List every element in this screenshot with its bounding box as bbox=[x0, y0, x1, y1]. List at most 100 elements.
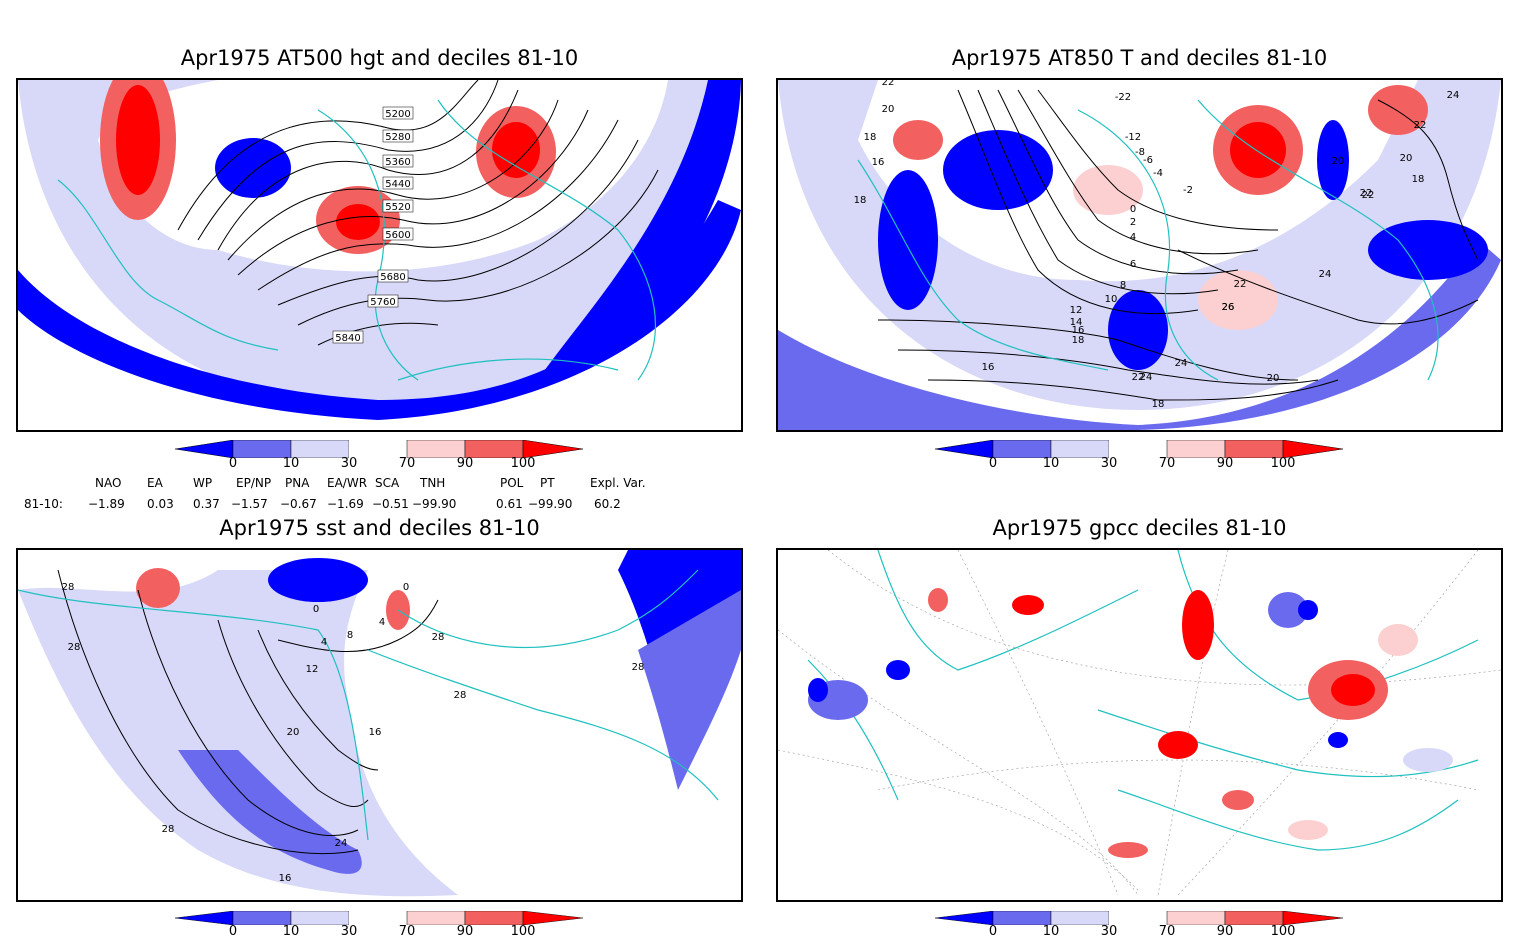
colorbar-swatches bbox=[934, 439, 1344, 459]
index-name: PT bbox=[540, 476, 555, 490]
contour-label: -6 bbox=[1143, 155, 1153, 166]
contour-label: 24 bbox=[1140, 372, 1153, 383]
index-value: −1.57 bbox=[231, 497, 268, 511]
cbar-tick: 100 bbox=[510, 456, 536, 471]
contour-label: 12 bbox=[1070, 305, 1083, 316]
contour-label: 5200 bbox=[385, 109, 410, 120]
cbar-tick: 30 bbox=[1100, 924, 1118, 939]
contour-label: 4 bbox=[379, 617, 385, 628]
map-sst-deciles: 28 28 0 4 8 12 4 0 16 20 24 28 28 16 28 … bbox=[16, 548, 743, 902]
index-value: 60.2 bbox=[594, 497, 621, 511]
index-name: NAO bbox=[95, 476, 122, 490]
index-name: EA bbox=[147, 476, 163, 490]
panel-title-sst: Apr1975 sst and deciles 81-10 bbox=[219, 516, 540, 540]
map-sst-svg: 28 28 0 4 8 12 4 0 16 20 24 28 28 16 28 … bbox=[18, 550, 741, 897]
cbar-tick: 30 bbox=[340, 924, 358, 939]
contour-label: 5760 bbox=[370, 297, 395, 308]
index-value: 0.61 bbox=[496, 497, 523, 511]
contour-label: 18 bbox=[864, 132, 877, 143]
contour-label: 0 bbox=[1130, 204, 1136, 215]
index-row-label: 81-10: bbox=[24, 497, 63, 511]
map-t850-deciles: 22 20 18 16 18 -22 -12 -8 -6 -4 -2 0 2 4… bbox=[776, 78, 1503, 432]
contour-label: -4 bbox=[1153, 168, 1163, 179]
contour-label: 24 bbox=[1447, 90, 1460, 101]
index-name: SCA bbox=[375, 476, 400, 490]
cbar-tick: 70 bbox=[398, 924, 416, 939]
colorbar-swatches bbox=[174, 910, 584, 926]
contour-label: 20 bbox=[1332, 156, 1345, 167]
cbar-tick: 30 bbox=[340, 456, 358, 471]
contour-label: 18 bbox=[854, 195, 867, 206]
contour-label: 4 bbox=[321, 637, 327, 648]
contour-label: 5520 bbox=[385, 202, 410, 213]
contour-label: 26 bbox=[1222, 302, 1235, 313]
contour-label: 24 bbox=[1175, 358, 1188, 369]
contour-label: 8 bbox=[347, 630, 353, 641]
contour-label: 22 bbox=[1414, 120, 1427, 131]
index-name: EP/NP bbox=[236, 476, 272, 490]
contour-label: 8 bbox=[1120, 280, 1126, 291]
contour-label: 22 bbox=[1360, 188, 1373, 199]
contour-label: 24 bbox=[1319, 269, 1332, 280]
contour-label: -22 bbox=[1115, 92, 1131, 103]
index-name: POL bbox=[500, 476, 524, 490]
contour-label: 14 bbox=[1070, 317, 1083, 328]
contour-label: 0 bbox=[313, 604, 319, 615]
cbar-tick: 100 bbox=[1270, 456, 1296, 471]
cbar-tick: 10 bbox=[1042, 456, 1060, 471]
index-name: Expl. Var. bbox=[590, 476, 646, 490]
index-value: −1.89 bbox=[88, 497, 125, 511]
map-gpcc-deciles bbox=[776, 548, 1503, 902]
index-value: 0.37 bbox=[193, 497, 220, 511]
cbar-tick: 90 bbox=[1216, 456, 1234, 471]
contour-label: 10 bbox=[1105, 294, 1118, 305]
cbar-tick: 100 bbox=[510, 924, 536, 939]
cbar-tick: 70 bbox=[1158, 456, 1176, 471]
colorbar-swatches bbox=[174, 439, 584, 459]
cbar-tick: 90 bbox=[1216, 924, 1234, 939]
contour-label: 22 bbox=[882, 80, 895, 88]
contour-label: 24 bbox=[335, 838, 348, 849]
contour-label: 16 bbox=[872, 157, 885, 168]
contour-label: 20 bbox=[882, 104, 895, 115]
panel-title-gpcc: Apr1975 gpcc deciles 81-10 bbox=[992, 516, 1287, 540]
contour-label: 22 bbox=[1132, 372, 1145, 383]
contour-label: 22 bbox=[1362, 190, 1375, 201]
index-value: −0.67 bbox=[280, 497, 317, 511]
contour-label: 26 bbox=[1222, 302, 1235, 313]
contour-label: 18 bbox=[1072, 335, 1085, 346]
index-name: PNA bbox=[285, 476, 310, 490]
index-value: 0.03 bbox=[147, 497, 174, 511]
map-t850-svg: 22 20 18 16 18 -22 -12 -8 -6 -4 -2 0 2 4… bbox=[778, 80, 1501, 430]
colorbar-top-left: 0 10 30 70 90 100 bbox=[174, 439, 585, 476]
cbar-tick: 0 bbox=[228, 456, 238, 471]
contour-label: 5440 bbox=[385, 179, 410, 190]
map-hgt-deciles: 5200 5280 5360 5440 5520 5600 5680 5760 … bbox=[16, 78, 743, 432]
panel-title-hgt: Apr1975 AT500 hgt and deciles 81-10 bbox=[180, 46, 579, 70]
index-value: −99.90 bbox=[528, 497, 573, 511]
map-hgt-svg: 5200 5280 5360 5440 5520 5600 5680 5760 … bbox=[18, 80, 741, 420]
contour-label: 20 bbox=[287, 727, 300, 738]
index-name: EA/WR bbox=[327, 476, 368, 490]
panel-title-t850: Apr1975 AT850 T and deciles 81-10 bbox=[951, 46, 1328, 70]
colorbar-swatches bbox=[934, 910, 1344, 926]
contour-label: -8 bbox=[1135, 147, 1145, 158]
index-value: −99.90 bbox=[412, 497, 457, 511]
contour-label: 16 bbox=[369, 727, 382, 738]
contour-label: 28 bbox=[68, 642, 81, 653]
contour-label: 5600 bbox=[385, 230, 410, 241]
cbar-tick: 0 bbox=[988, 924, 998, 939]
contour-label: -2 bbox=[1183, 185, 1193, 196]
map-gpcc-svg bbox=[778, 550, 1501, 900]
index-name: TNH bbox=[420, 476, 446, 490]
contour-label: 18 bbox=[1152, 399, 1165, 410]
contour-label: 28 bbox=[62, 582, 75, 593]
cbar-tick: 90 bbox=[456, 456, 474, 471]
contour-label: -12 bbox=[1125, 132, 1141, 143]
contour-label: 0 bbox=[403, 582, 409, 593]
contour-label: 5680 bbox=[380, 272, 405, 283]
contour-label: 4 bbox=[1130, 232, 1136, 243]
contour-label: 2 bbox=[1130, 217, 1136, 228]
colorbar-top-right: 0 10 30 70 90 100 bbox=[934, 439, 1345, 476]
cbar-tick: 0 bbox=[228, 924, 238, 939]
